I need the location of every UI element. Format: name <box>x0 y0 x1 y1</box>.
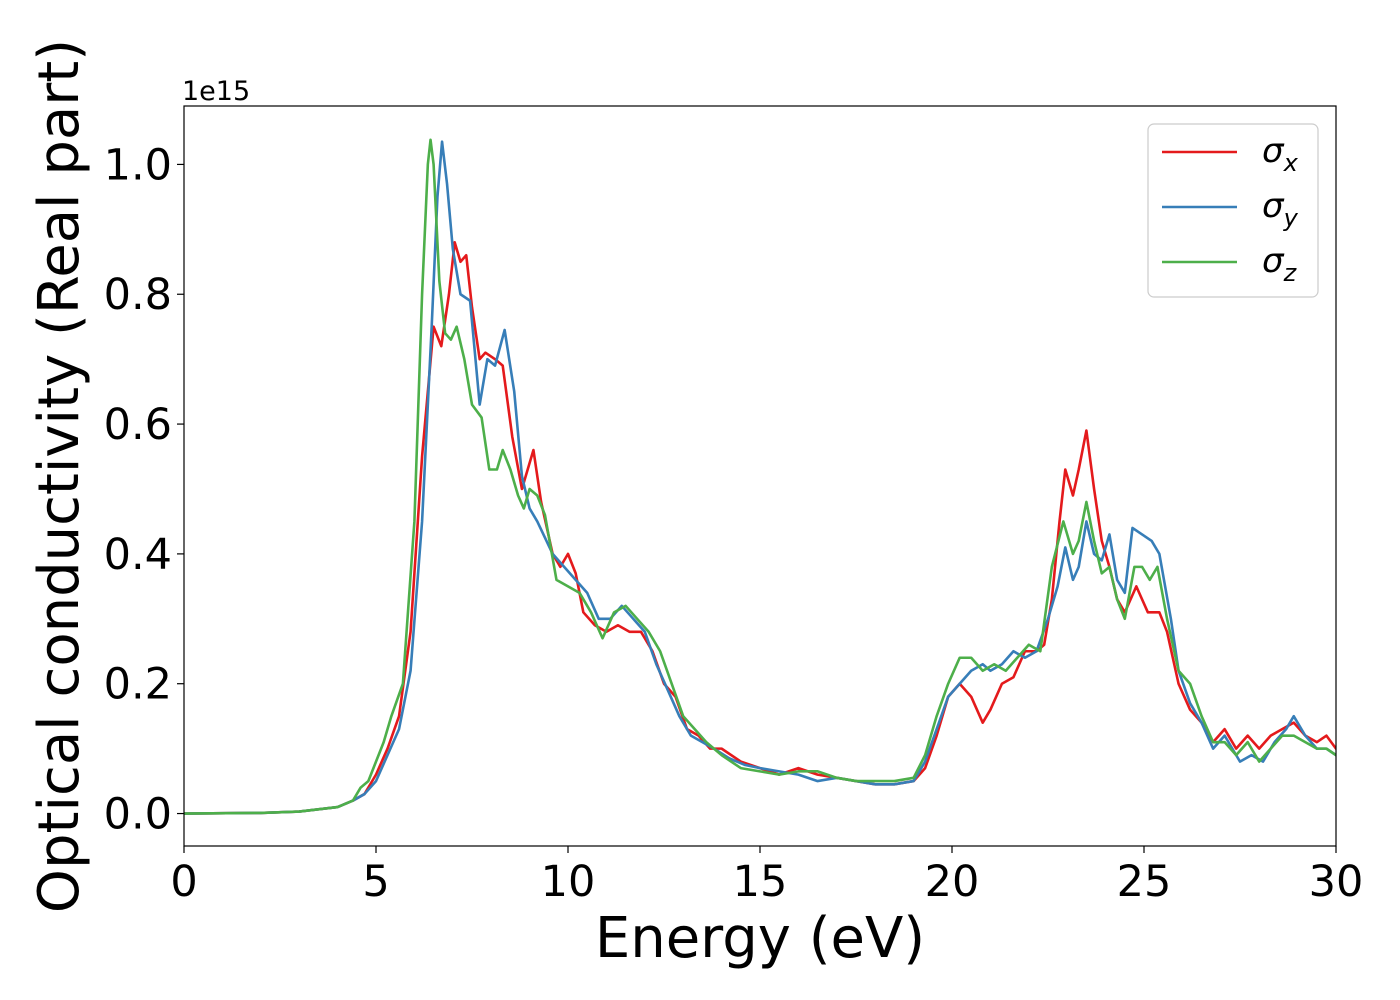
x-axis: 0 5 10 15 20 25 30 <box>170 846 1363 907</box>
series-line-z <box>184 138 1336 815</box>
y-axis-offset-label: 1e15 <box>182 76 250 107</box>
y-tick-label: 1.0 <box>104 140 172 190</box>
series-line-x <box>184 241 1336 815</box>
x-tick-label: 0 <box>170 857 197 907</box>
y-tick-label: 0.2 <box>104 660 172 710</box>
y-axis-title: Optical conductivity (Real part) <box>27 39 92 913</box>
x-tick-label: 5 <box>362 857 389 907</box>
x-tick-label: 20 <box>925 857 980 907</box>
legend-box <box>1147 123 1319 298</box>
x-axis-title: Energy (eV) <box>595 906 925 971</box>
x-tick-label: 30 <box>1309 857 1364 907</box>
x-tick-label: 25 <box>1117 857 1172 907</box>
y-tick-label: 0.0 <box>104 790 172 840</box>
y-tick-label: 0.8 <box>104 270 172 320</box>
y-axis: 0.0 0.2 0.4 0.6 0.8 1.0 <box>104 140 184 840</box>
series-layer <box>184 138 1336 815</box>
y-tick-label: 0.4 <box>104 530 172 580</box>
x-tick-label: 15 <box>733 857 788 907</box>
x-tick-label: 10 <box>541 857 596 907</box>
y-tick-label: 0.6 <box>104 400 172 450</box>
series-line-y <box>184 140 1336 815</box>
